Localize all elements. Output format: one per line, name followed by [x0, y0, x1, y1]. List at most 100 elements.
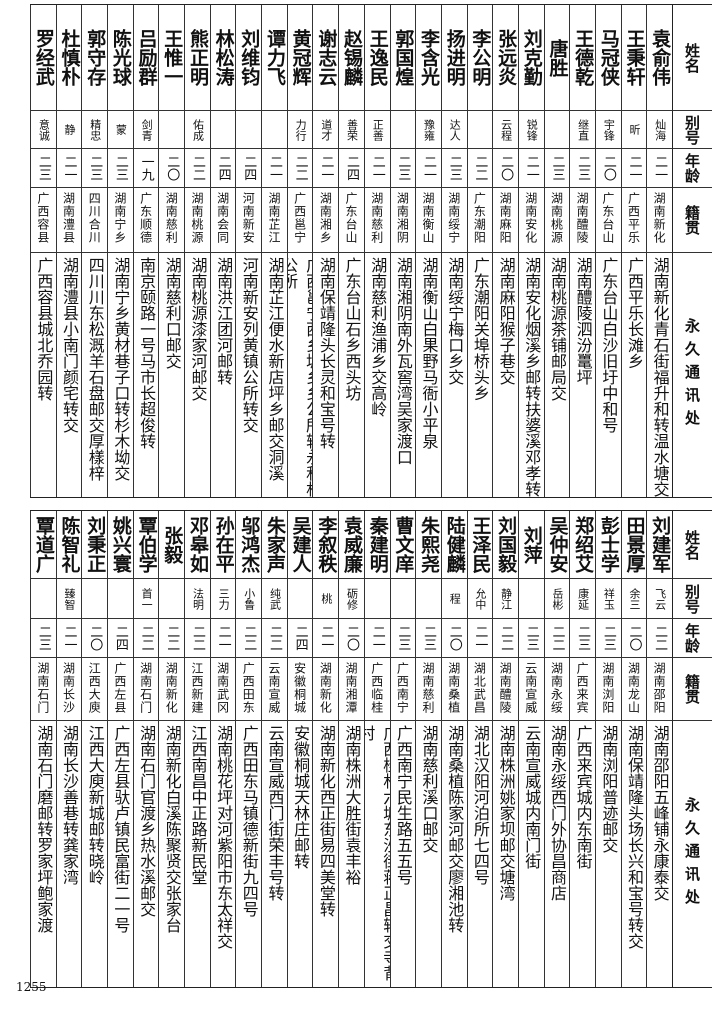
origin-cell: 湖南桃源	[543, 188, 570, 253]
name-cell: 王惟一	[158, 5, 185, 111]
address-cell: 湖南石门官渡乡热水溪邮交	[132, 721, 159, 987]
origin-cell: 湖北武昌	[466, 658, 493, 721]
alias-cell: 锐锋	[517, 111, 544, 149]
name-cell: 邓皋如	[184, 511, 210, 579]
age-cell: 二一	[363, 149, 390, 188]
name-cell: 马冠侠	[594, 5, 621, 111]
age-cell: 二〇	[440, 619, 467, 658]
origin-cell: 湖南安化	[517, 188, 544, 253]
address-cell: 湖南慈利口邮交	[158, 253, 184, 497]
address-cell: 广西平乐长滩乡	[620, 253, 647, 497]
origin-cell: 湖南湘阴	[389, 188, 416, 253]
address-cell: 湖南澧县小南门颜宅转交	[55, 253, 82, 497]
name-cell: 王泽民	[466, 511, 493, 579]
address-cell: 湖南衡山白果野马衙小平泉	[415, 253, 441, 497]
address-cell: 广西桂林六塘东沙街蒋正昌转交寺背村	[363, 721, 390, 987]
age-cell: 二〇	[81, 619, 108, 658]
address-cell: 湖南新化西正街易四美堂转	[312, 721, 338, 987]
origin-cell: 安徽桐城	[286, 658, 313, 721]
age-cell: 二〇	[594, 149, 621, 188]
address-cell: 广东台山白沙旧圩中和号	[594, 253, 621, 497]
alias-cell: 正善	[363, 111, 390, 149]
alias-cell: 臻智	[55, 579, 82, 619]
alias-cell: 剑青	[132, 111, 159, 149]
origin-cell: 湖南澧县	[55, 188, 82, 253]
name-cell: 曹文庠	[389, 511, 416, 579]
name-cell: 扬进明	[440, 5, 467, 111]
roster-table-top: 姓名 袁俞伟 王秉轩 马冠侠 王德乾 唐胜 刘克勤 张远炎 李公明 扬进明 李含光 郭国煌 王逸民 赵锡麟…	[30, 4, 712, 498]
origin-cell: 湖南绥宁	[440, 188, 467, 253]
alias-cell	[81, 579, 108, 619]
name-cell: 陆健麟	[440, 511, 467, 579]
name-cell: 吕励群	[132, 5, 159, 111]
address-cell: 湖南株洲姚家坝邮交塘湾	[492, 721, 518, 987]
alias-cell: 桃	[312, 579, 339, 619]
address-cell: 湖南湘阴南外瓦窖湾吴家渡口	[389, 253, 416, 497]
age-cell: 二〇	[338, 619, 364, 658]
address-cell: 湖南醴陵泗汾鼍坪	[569, 253, 595, 497]
origin-cell: 云南宣威	[517, 658, 544, 721]
origin-cell: 湖南湘乡	[312, 188, 339, 253]
address-cell: 湖南安化烟溪乡邮转扶婆溪邓孝转	[517, 253, 544, 497]
origin-cell: 湖南长沙	[55, 658, 82, 721]
alias-cell	[107, 579, 133, 619]
address-cell: 湖南新化青石街福升和转温水塘交	[646, 253, 672, 497]
age-cell: 二三	[30, 619, 56, 658]
roster-table-bottom: 姓名 刘建军 田景厚 彭士学 郑绍艾 吴仲安 刘萍 刘国毅 王泽民 陆健麟 朱熙尧 曹文庠 秦建明 袁威廉…	[30, 510, 712, 988]
header-origin: 籍贯	[672, 658, 712, 721]
age-cell: 二三	[389, 619, 416, 658]
alias-cell	[389, 579, 416, 619]
name-cell: 陈光球	[107, 5, 133, 111]
name-cell: 田景厚	[620, 511, 647, 579]
address-cell: 湖南芷江便水新店坪乡邮交洞溪	[261, 253, 287, 497]
age-cell: 二一	[209, 619, 236, 658]
address-cell: 湖南洪江团河邮转	[209, 253, 236, 497]
alias-cell: 力行	[286, 111, 313, 149]
address-cell: 湖南绥宁梅口乡交	[440, 253, 467, 497]
origin-cell: 湖南麻阳	[492, 188, 518, 253]
age-cell: 二一	[517, 149, 544, 188]
age-cell: 二二	[466, 149, 493, 188]
origin-cell: 湖南芷江	[261, 188, 287, 253]
alias-cell	[286, 579, 313, 619]
alias-cell: 善荣	[338, 111, 364, 149]
name-cell: 刘国毅	[492, 511, 518, 579]
name-cell: 李叙秩	[312, 511, 339, 579]
address-cell: 云南宣威西门街荣丰号转	[261, 721, 287, 987]
age-cell: 二二	[646, 619, 672, 658]
alias-cell: 精忠	[81, 111, 108, 149]
address-cell: 湖南桃源茶铺邮局交	[543, 253, 570, 497]
age-cell: 二三	[517, 619, 544, 658]
origin-cell: 广东潮阳	[466, 188, 493, 253]
address-cell: 湖南长沙善巷转龚家湾	[55, 721, 82, 987]
name-cell: 刘克勤	[517, 5, 544, 111]
origin-cell: 广西临桂	[363, 658, 390, 721]
alias-cell: 静	[55, 111, 82, 149]
origin-cell: 湖南会同	[209, 188, 236, 253]
name-cell: 姚兴寰	[107, 511, 133, 579]
origin-cell: 广东顺德	[132, 188, 159, 253]
name-cell: 黄冠辉	[286, 5, 313, 111]
age-cell: 二一	[646, 149, 672, 188]
origin-cell: 广西来宾	[569, 658, 595, 721]
name-cell: 赵锡麟	[338, 5, 364, 111]
alias-cell	[363, 579, 390, 619]
age-cell: 二〇	[620, 619, 647, 658]
address-cell: 湖南保靖隆头长灵和宝号转	[312, 253, 338, 497]
name-cell: 吴仲安	[543, 511, 570, 579]
origin-cell: 广西平乐	[620, 188, 647, 253]
alias-cell: 首一	[132, 579, 159, 619]
address-cell: 湖南石门磨邮转罗家坪鲍家渡	[30, 721, 56, 987]
alias-cell: 豫雍	[415, 111, 441, 149]
name-cell: 李含光	[415, 5, 441, 111]
header-name: 姓名	[672, 5, 712, 111]
age-cell: 一九	[132, 149, 159, 188]
origin-cell: 湖南永绥	[543, 658, 570, 721]
age-cell: 二四	[338, 149, 364, 188]
alias-cell: 道才	[312, 111, 339, 149]
alias-cell: 达人	[440, 111, 467, 149]
origin-cell: 湖南慈利	[415, 658, 441, 721]
origin-cell: 广东台山	[594, 188, 621, 253]
age-cell: 二三	[81, 149, 108, 188]
age-cell: 二一	[55, 619, 82, 658]
